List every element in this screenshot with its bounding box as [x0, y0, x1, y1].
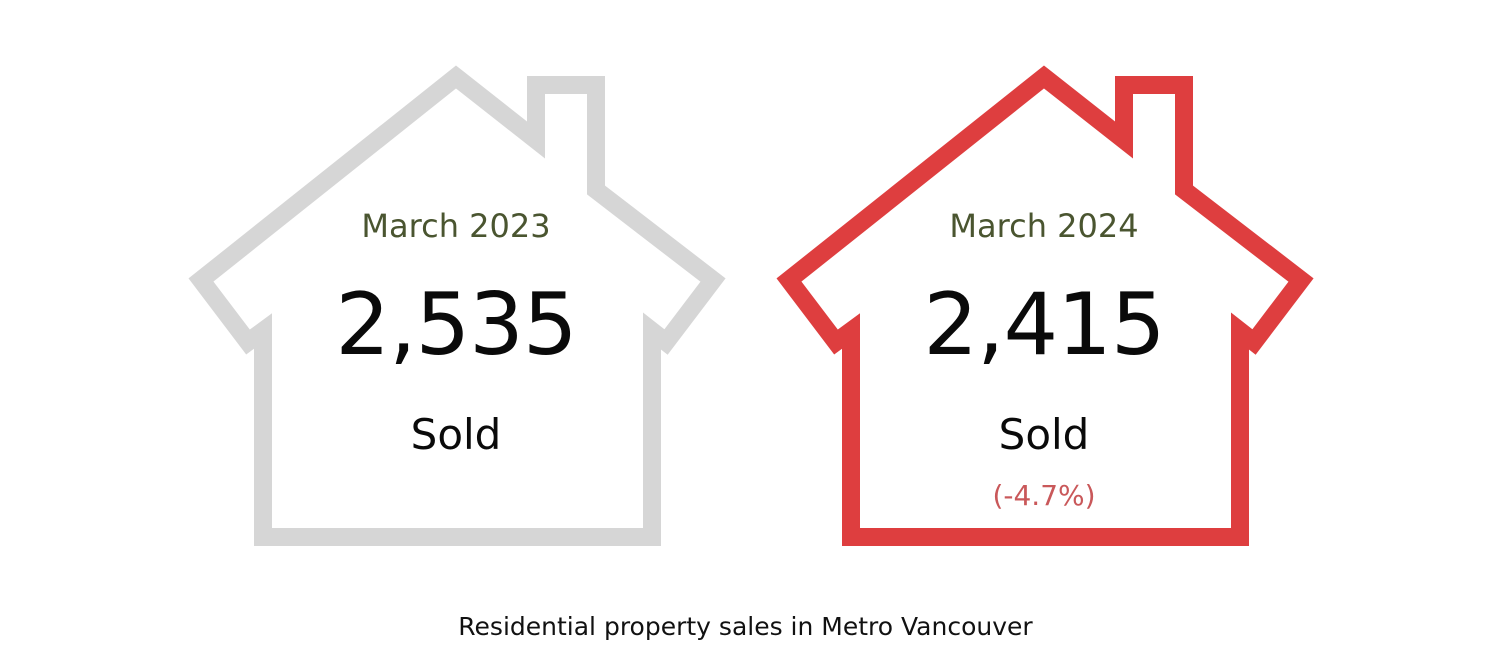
house-outline-icon: [188, 65, 726, 546]
status-label: Sold: [998, 410, 1090, 459]
house-card-march-2024: March 2024 2,415 Sold (-4.7%): [764, 0, 1324, 560]
period-label: March 2024: [949, 207, 1139, 245]
sold-count: 2,535: [335, 275, 577, 375]
status-label: Sold: [410, 410, 502, 459]
change-percent: (-4.7%): [992, 479, 1096, 512]
period-label: March 2023: [361, 207, 551, 245]
house-card-march-2023: March 2023 2,535 Sold: [176, 0, 736, 560]
caption: Residential property sales in Metro Vanc…: [458, 612, 1033, 641]
house-outline-icon: [776, 65, 1314, 546]
sold-count: 2,415: [923, 275, 1165, 375]
